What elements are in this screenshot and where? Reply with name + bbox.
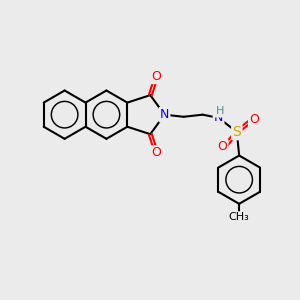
Text: H: H bbox=[215, 106, 224, 116]
Text: N: N bbox=[214, 111, 223, 124]
Text: S: S bbox=[232, 125, 241, 139]
Text: O: O bbox=[152, 146, 161, 160]
Text: O: O bbox=[218, 140, 227, 153]
Text: N: N bbox=[160, 108, 169, 121]
Text: O: O bbox=[152, 70, 161, 83]
Text: CH₃: CH₃ bbox=[229, 212, 250, 222]
Text: O: O bbox=[249, 113, 259, 126]
